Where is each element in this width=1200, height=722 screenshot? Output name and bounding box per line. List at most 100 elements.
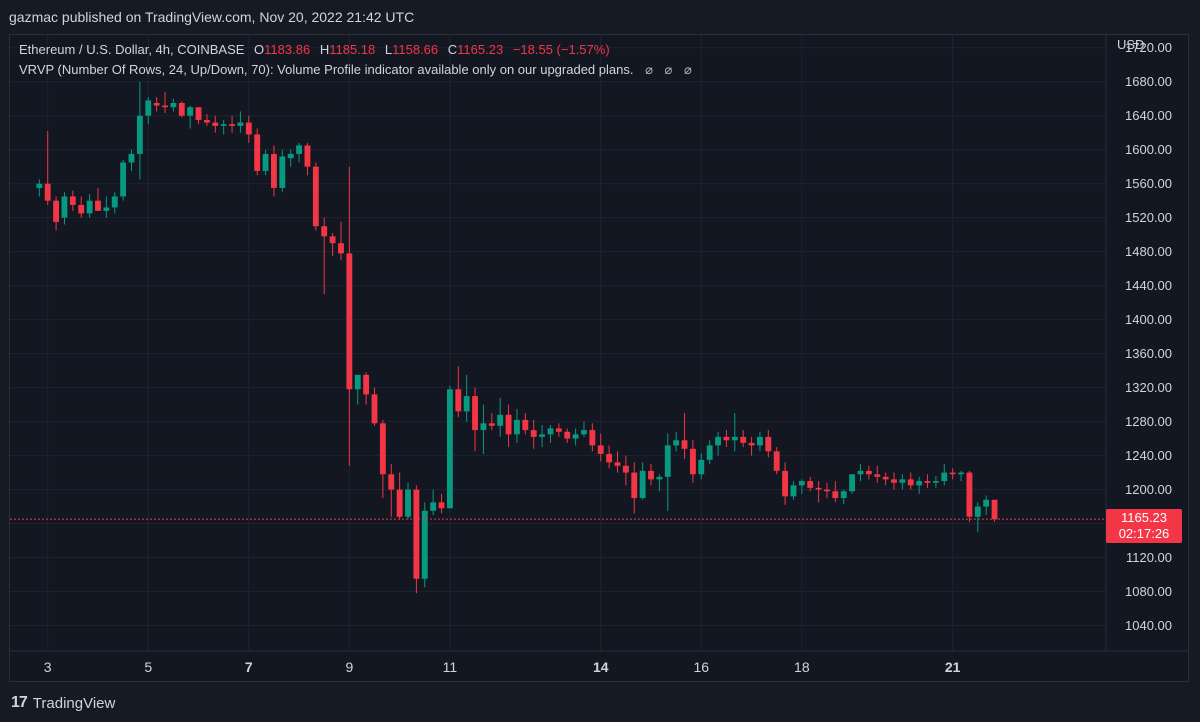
candle-down [832, 481, 839, 503]
tradingview-brand[interactable]: TradingView [32, 694, 116, 712]
time-tick-label: 21 [945, 659, 961, 675]
candle-up [932, 475, 939, 488]
currency-label[interactable]: USD [1117, 37, 1145, 52]
candle-body [648, 470, 654, 480]
candle-body [564, 431, 571, 439]
candle-down [321, 217, 328, 295]
candle-body [782, 470, 789, 497]
candle-body [178, 102, 185, 116]
candle-up [111, 192, 118, 214]
candle-body [379, 423, 386, 475]
candle-up [421, 502, 428, 588]
candle-down [681, 413, 688, 459]
candle-body [128, 153, 135, 163]
tradingview-logo-icon[interactable]: 17 [11, 694, 28, 711]
candle-body [346, 253, 353, 390]
candle-body [664, 445, 671, 477]
candle-body [254, 134, 261, 171]
candle-up [572, 428, 579, 446]
change-value: −18.55 (−1.57%) [512, 42, 610, 57]
candle-up [514, 408, 520, 443]
candle-body [463, 396, 470, 412]
indicator-text[interactable]: VRVP (Number Of Rows, 24, Up/Down, 70): … [19, 62, 634, 77]
price-tick-label: 1600.00 [1125, 142, 1172, 157]
candle-down [597, 433, 604, 462]
candle-down [44, 131, 51, 205]
candle-down [924, 474, 931, 488]
candle-up [673, 431, 680, 452]
candle-down [891, 472, 897, 490]
candle-up [287, 149, 294, 167]
time-axis[interactable]: 3 5 7 9 11 14 16 18 21 [44, 659, 961, 675]
candle-up [798, 479, 805, 494]
candle-body [195, 107, 202, 120]
candle-body [832, 491, 839, 499]
candle-body [396, 489, 403, 517]
candle-up [547, 424, 554, 443]
candle-body [891, 479, 897, 483]
candle-down [329, 232, 336, 256]
candle-up [698, 453, 705, 480]
candle-body [731, 436, 738, 441]
candle-up [916, 476, 923, 494]
candle-up [790, 481, 797, 500]
candle-body [748, 442, 755, 446]
candle-down [388, 464, 395, 517]
candle-body [773, 451, 780, 471]
candle-body [111, 196, 118, 208]
candle-body [237, 122, 244, 126]
candle-body [698, 459, 705, 475]
time-tick-label: 14 [593, 659, 609, 675]
candle-down [631, 462, 638, 514]
time-tick-label: 11 [443, 659, 458, 675]
candle-body [203, 119, 210, 123]
last-price-value: 1165.23 [1120, 510, 1168, 526]
candle-up [941, 464, 948, 486]
candle-down [371, 387, 378, 426]
price-tick-label: 1040.00 [1125, 618, 1172, 633]
candle-up [463, 374, 470, 422]
candle-down [740, 430, 747, 448]
candle-body [354, 374, 361, 390]
symbol-name[interactable]: Ethereum / U.S. Dollar, 4h, COINBASE [19, 42, 245, 57]
last-price-tag: 1165.23 02:17:26 [1106, 509, 1182, 544]
candle-up [354, 374, 361, 405]
candle-body [882, 476, 889, 480]
low-value: 1158.66 [392, 42, 439, 57]
price-tick-label: 1640.00 [1125, 108, 1172, 123]
candle-up [857, 464, 864, 482]
hidden-eye-icon[interactable]: ⌀ [683, 62, 692, 77]
hidden-eye-icon[interactable]: ⌀ [664, 62, 673, 77]
candle-body [723, 436, 730, 441]
candle-body [170, 102, 177, 108]
candle-up [899, 474, 906, 490]
candle-down [865, 465, 872, 480]
candle-down [396, 472, 403, 520]
candle-up [170, 98, 177, 112]
candle-up [430, 489, 437, 516]
candle-body [505, 414, 512, 435]
candle-body [136, 115, 143, 154]
candle-body [949, 472, 956, 475]
candle-body [622, 465, 629, 473]
candle-up [497, 397, 504, 437]
price-axis[interactable]: 1040.001080.001120.001160.001200.001240.… [1125, 40, 1172, 633]
candle-down [648, 464, 654, 486]
candle-down [614, 451, 621, 473]
candle-body [36, 183, 43, 188]
candle-body [706, 445, 713, 460]
open-value: 1183.86 [264, 42, 311, 57]
candle-up [86, 193, 93, 218]
candle-down [178, 101, 185, 118]
candle-up [480, 404, 487, 454]
candle-down [606, 445, 613, 469]
hidden-eye-icon[interactable]: ⌀ [645, 62, 653, 77]
candle-down [782, 462, 789, 505]
candle-down [78, 196, 85, 218]
chart-frame[interactable] [9, 34, 1189, 682]
candle-body [639, 470, 646, 499]
candle-up [958, 470, 964, 482]
candle-body [606, 453, 613, 463]
candle-body [497, 414, 504, 426]
